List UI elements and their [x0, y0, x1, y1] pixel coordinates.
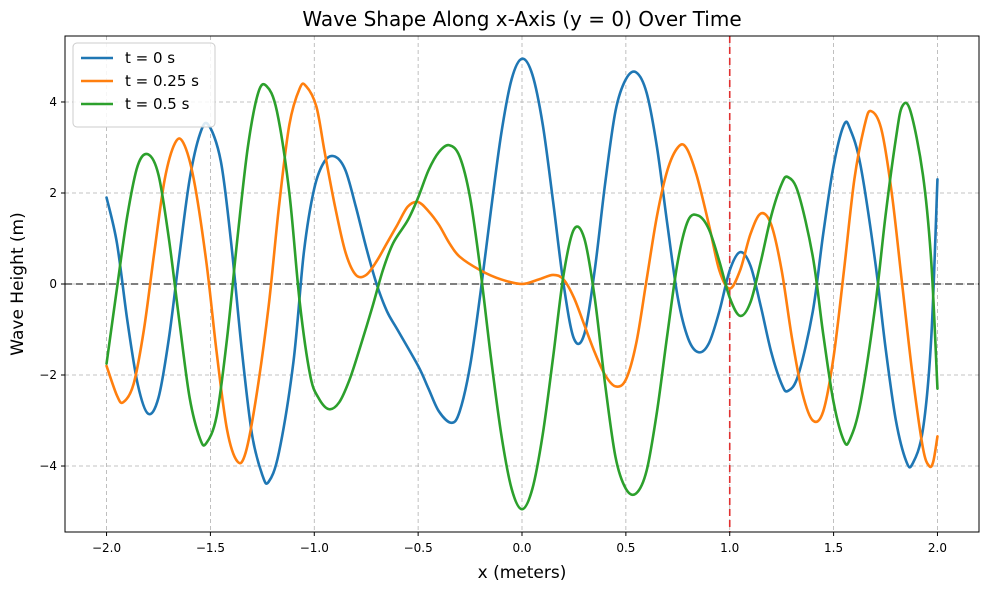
legend-box — [72, 42, 216, 128]
x-tick-label: −2.0 — [92, 541, 121, 555]
chart-title: Wave Shape Along x-Axis (y = 0) Over Tim… — [302, 7, 741, 31]
x-tick-label: 0.0 — [512, 541, 531, 555]
legend-label: t = 0.5 s — [125, 95, 190, 113]
y-tick-label: −2 — [39, 368, 57, 382]
legend-label: t = 0 s — [125, 49, 175, 67]
series-lines — [105, 57, 939, 511]
y-tick-label: 4 — [49, 95, 57, 109]
x-tick-label: 1.0 — [720, 541, 739, 555]
x-axis-label: x (meters) — [478, 563, 567, 583]
y-axis-ticks: −4 −2 0 2 4 — [39, 95, 65, 473]
series-line-1 — [105, 57, 939, 485]
y-tick-label: 2 — [49, 186, 57, 200]
series-line-2 — [105, 82, 939, 469]
x-axis-ticks: −2.0 −1.5 −1.0 −0.5 0.0 0.5 1.0 1.5 2.0 — [92, 532, 947, 555]
x-tick-label: 1.5 — [824, 541, 843, 555]
series-line-3 — [105, 82, 939, 511]
y-tick-label: 0 — [49, 277, 57, 291]
y-axis-label: Wave Height (m) — [8, 212, 28, 356]
y-tick-label: −4 — [39, 459, 57, 473]
x-tick-label: −1.0 — [300, 541, 329, 555]
x-tick-label: 0.5 — [616, 541, 635, 555]
legend-label: t = 0.25 s — [125, 72, 199, 90]
x-tick-label: −1.5 — [196, 541, 225, 555]
x-tick-label: −0.5 — [404, 541, 433, 555]
legend: t = 0 s t = 0.25 s t = 0.5 s — [72, 42, 216, 128]
x-tick-label: 2.0 — [928, 541, 947, 555]
